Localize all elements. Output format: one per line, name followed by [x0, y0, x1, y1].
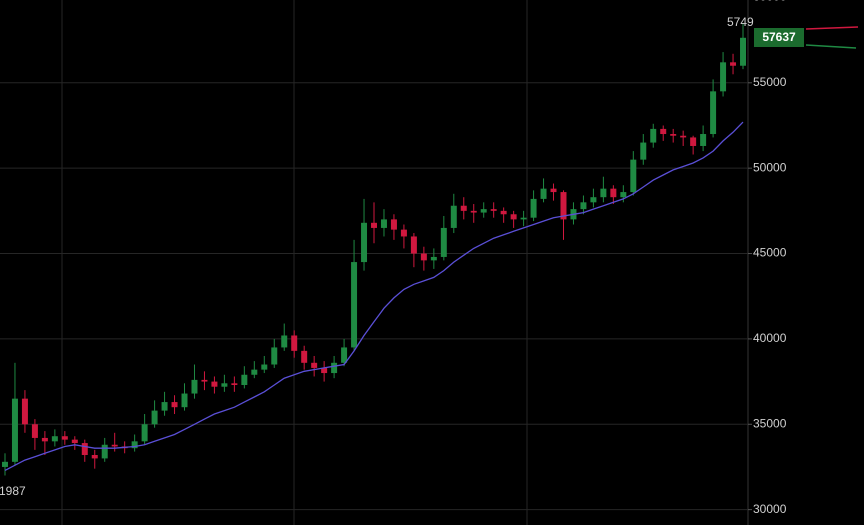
candle-body — [371, 222, 377, 228]
candle-body — [361, 222, 368, 263]
y-tick-label: 30000 — [753, 502, 787, 516]
candle-body — [31, 424, 38, 438]
candle-body — [470, 210, 477, 213]
candle-body — [520, 217, 527, 220]
candle-body — [660, 128, 667, 135]
candle-body — [231, 383, 238, 385]
candle-body — [271, 347, 278, 365]
candle-body — [281, 335, 288, 348]
candle-body — [331, 362, 338, 374]
y-tick-label: 40000 — [753, 331, 787, 345]
candle-body — [1, 461, 8, 467]
candle-body — [51, 436, 58, 442]
candle-body — [580, 202, 587, 210]
candle-body — [301, 350, 308, 363]
candle-body — [341, 347, 348, 363]
candle-body — [680, 135, 687, 138]
price-tag-label: 57637 — [762, 30, 796, 44]
candle-body — [510, 214, 517, 220]
candle-body — [171, 402, 178, 408]
candle-body — [181, 393, 188, 408]
candle-body — [530, 198, 537, 218]
candle-body — [61, 436, 68, 440]
candle-body — [640, 142, 647, 160]
candle-body — [11, 398, 18, 462]
candle-body — [460, 205, 467, 211]
candle-body — [291, 335, 298, 351]
candle-body — [211, 381, 218, 387]
candle-body — [430, 256, 437, 261]
candle-body — [710, 91, 717, 135]
candle-body — [241, 374, 248, 385]
candle-body — [500, 210, 507, 215]
candle-body — [81, 443, 88, 455]
candle-body — [390, 219, 397, 230]
candle-body — [550, 188, 557, 193]
candle-body — [540, 188, 547, 199]
candle-body — [201, 379, 208, 382]
candle-body — [480, 209, 487, 213]
candle-body — [410, 236, 417, 254]
candle-body — [650, 128, 657, 143]
candle-body — [311, 362, 318, 368]
candle-body — [740, 37, 747, 66]
candle-body — [590, 197, 597, 203]
candle-body — [690, 137, 697, 146]
candle-body — [610, 188, 617, 198]
y-tick-label: 60000 — [753, 0, 787, 4]
bid-line — [805, 44, 857, 49]
candle-body — [420, 253, 427, 261]
candle-body — [251, 369, 258, 375]
candle-body — [221, 383, 228, 387]
candle-body — [21, 398, 28, 425]
y-tick-label: 55000 — [753, 75, 787, 89]
moving-average — [4, 121, 744, 471]
y-tick-label: 35000 — [753, 416, 787, 430]
candle-body — [321, 367, 328, 374]
candle-body — [620, 192, 627, 198]
candle-body — [720, 62, 727, 92]
candle-body — [151, 410, 158, 425]
candle-body — [670, 134, 677, 136]
candle-body — [41, 437, 48, 442]
candle-body — [730, 62, 737, 66]
candle-body — [131, 441, 138, 449]
y-tick-label: 50000 — [753, 160, 787, 174]
candle-body — [440, 227, 447, 257]
candle-body — [490, 209, 497, 211]
low-label: 1987 — [0, 484, 26, 498]
candle-body — [71, 439, 78, 444]
high-label: 5749 — [727, 15, 754, 29]
plot — [0, 23, 748, 511]
ask-line — [805, 26, 859, 30]
candle-body — [191, 379, 198, 394]
candle-body — [101, 444, 108, 459]
candle-body — [380, 219, 387, 228]
candle-body — [400, 229, 407, 237]
price-tag — [754, 28, 804, 47]
candle-body — [600, 188, 607, 198]
candle-body — [261, 364, 268, 370]
candle-body — [700, 134, 707, 146]
candle-body — [630, 159, 637, 193]
candle-body — [141, 424, 148, 442]
candle-body — [351, 262, 358, 348]
candle-body — [91, 455, 98, 459]
candle-body — [111, 444, 118, 447]
candle-body — [450, 205, 457, 228]
candle-body — [161, 402, 168, 411]
y-tick-label: 45000 — [753, 246, 787, 260]
candle-body — [560, 192, 567, 220]
